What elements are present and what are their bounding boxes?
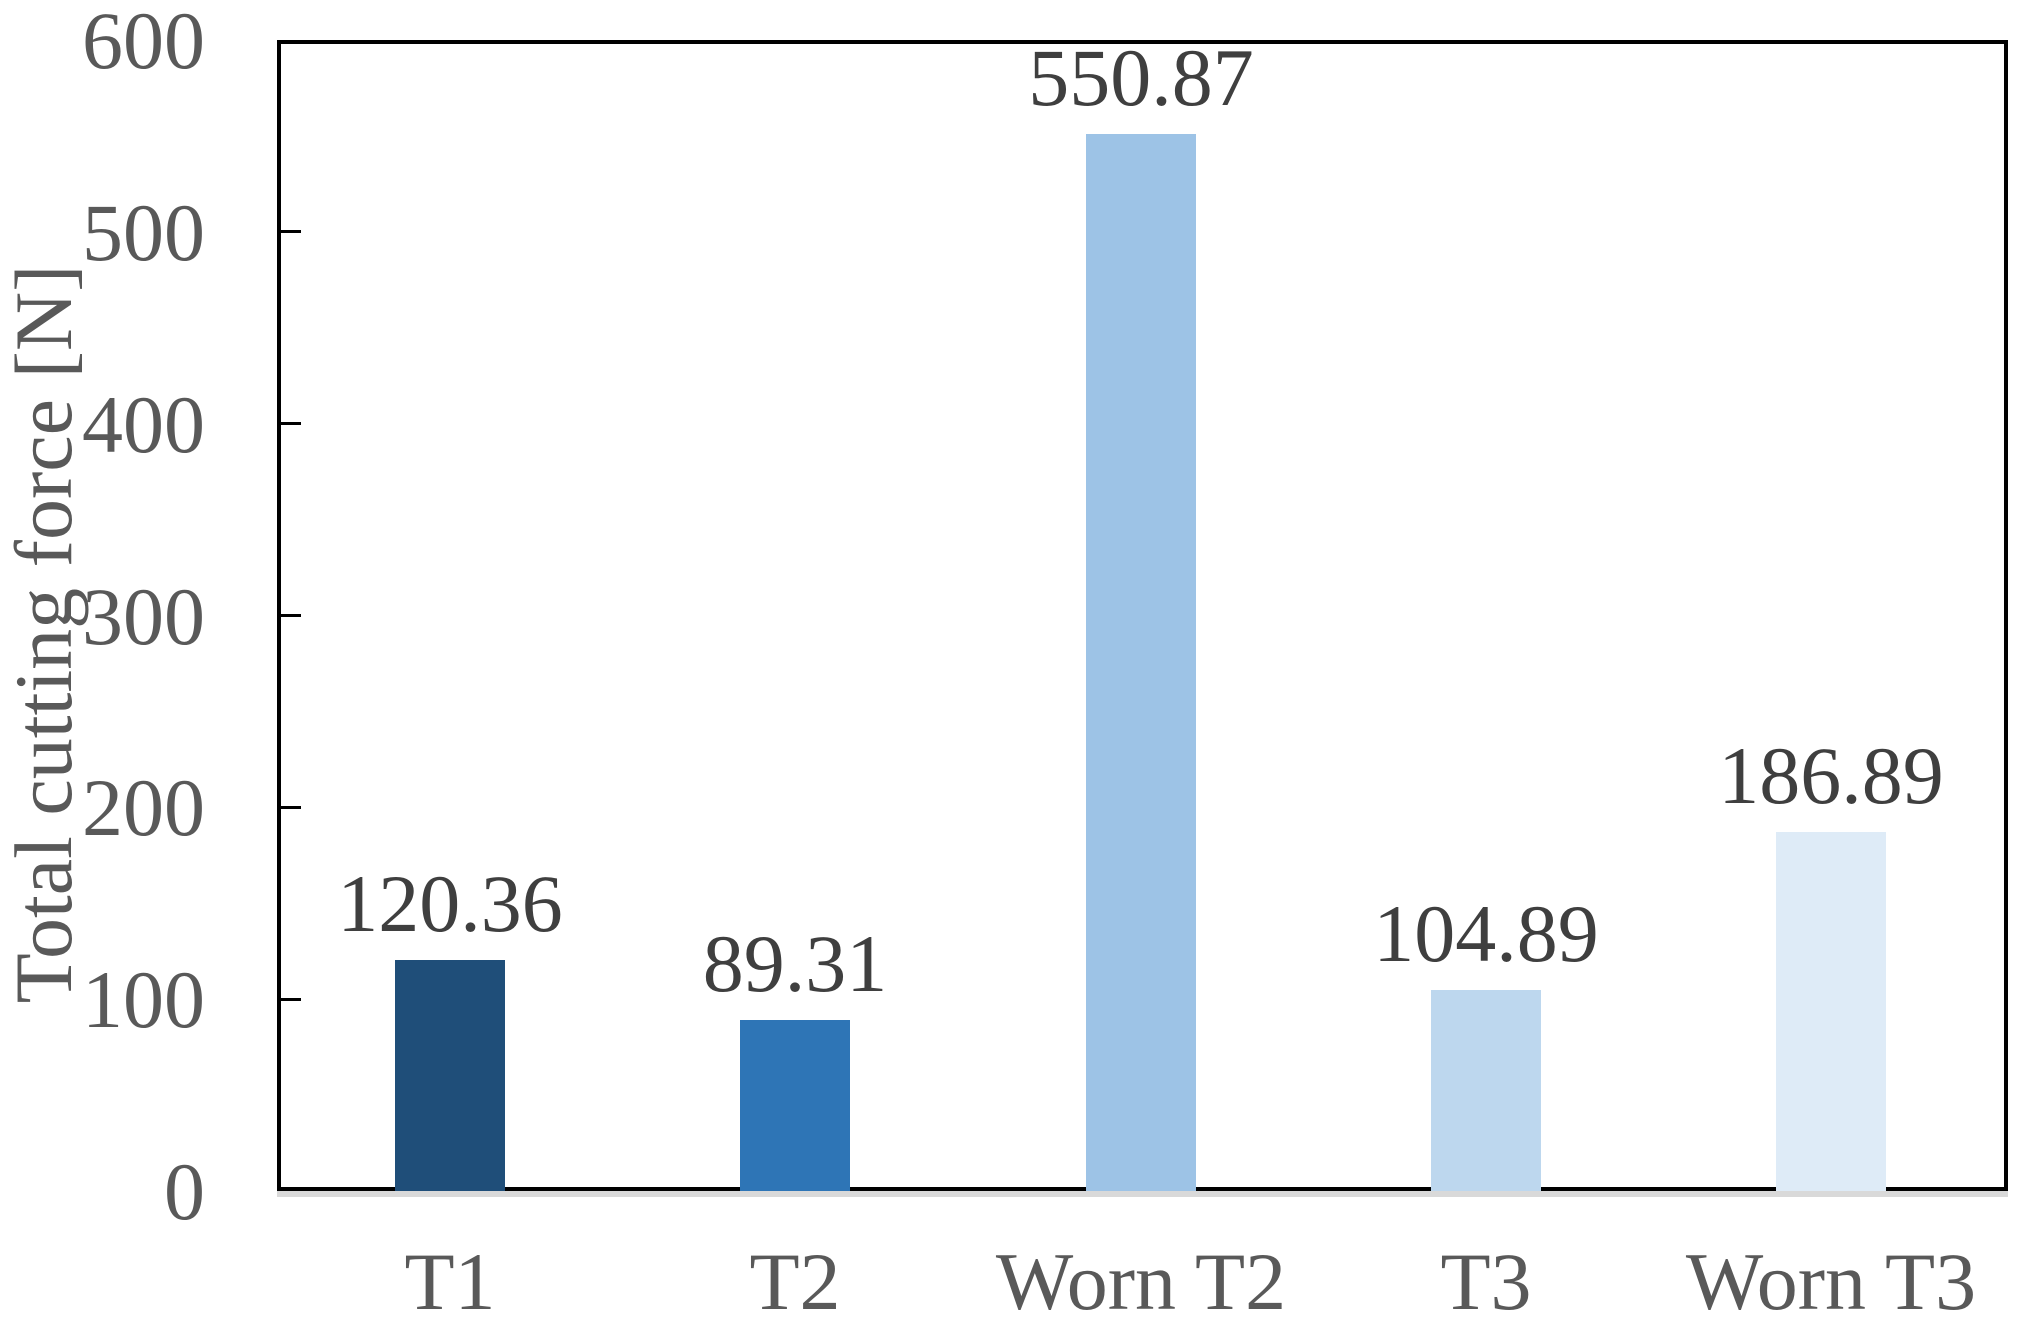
value-label-worn-t2: 550.87 [1028, 32, 1254, 123]
y-axis-line [277, 40, 281, 1191]
y-tick-label-200: 200 [82, 762, 205, 853]
value-label-t3: 104.89 [1373, 888, 1599, 979]
y-tick-label-400: 400 [82, 379, 205, 470]
category-label-worn-t3: Worn T3 [1685, 1236, 1977, 1327]
y-tick-label-500: 500 [82, 187, 205, 278]
y-tick-label-300: 300 [82, 571, 205, 662]
bar-t2 [740, 1020, 850, 1191]
y-tick-label-0: 0 [164, 1146, 205, 1237]
bar-t1 [395, 960, 505, 1191]
value-label-worn-t3: 186.89 [1718, 730, 1944, 821]
y-tick-label-100: 100 [82, 954, 205, 1045]
category-label-t3: T3 [1440, 1236, 1532, 1327]
y-tick-200 [281, 806, 301, 809]
y-tick-100 [281, 998, 301, 1001]
y-tick-400 [281, 422, 301, 425]
plot-border-right [2004, 40, 2008, 1191]
y-tick-300 [281, 614, 301, 617]
bar-worn-t3 [1776, 832, 1886, 1191]
plot-border-top [277, 40, 2008, 44]
y-tick-500 [281, 230, 301, 233]
category-label-worn-t2: Worn T2 [995, 1236, 1287, 1327]
value-label-t1: 120.36 [337, 858, 563, 949]
bar-worn-t2 [1086, 134, 1196, 1191]
category-label-t1: T1 [404, 1236, 496, 1327]
bar-t3 [1431, 990, 1541, 1191]
category-label-t2: T2 [749, 1236, 841, 1327]
category-axis-shadow-line [277, 1191, 2008, 1197]
value-label-t2: 89.31 [702, 918, 888, 1009]
y-tick-label-600: 600 [82, 0, 205, 86]
